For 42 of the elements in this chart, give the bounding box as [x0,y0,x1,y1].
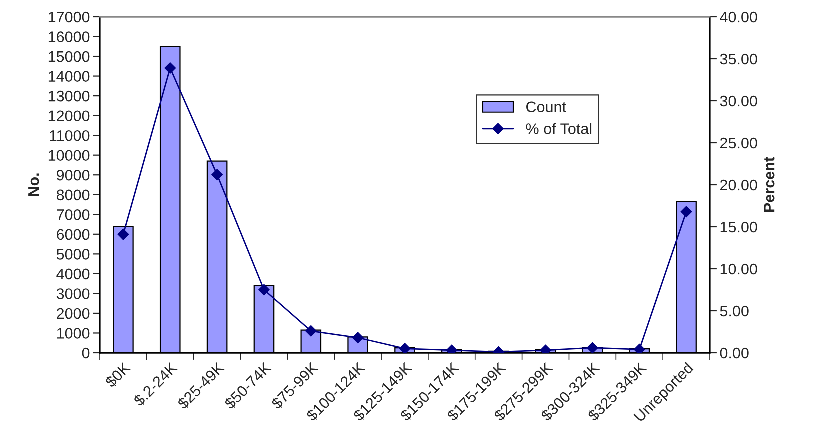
legend-label: % of Total [526,123,592,134]
y-tick-label: 9000 [57,170,90,181]
y2-tick-label: 15.00 [720,222,758,233]
y2-tick-label: 5.00 [720,306,749,317]
y2-tick-label: 30.00 [720,96,758,107]
legend-label: Count [526,102,566,113]
y-tick-label: 3000 [56,288,90,300]
y-axis-title: No. [28,174,40,196]
y-tick-label: 13000 [48,90,90,102]
y-tick-label: 16000 [48,32,90,42]
point [164,62,176,74]
y-tick-label: 0 [82,348,90,359]
y2-tick-label: 0.00 [720,348,749,359]
y-tick-label: 6000 [57,229,90,240]
y2-tick-label: 20.00 [720,180,758,191]
point [634,344,646,353]
y-tick-label: 5000 [56,249,90,260]
y-tick-label: 8000 [56,190,90,201]
y2-axis-title: Percent [764,157,775,212]
y-tick-label: 2000 [57,308,90,320]
y-tick-label: 10000 [48,150,90,162]
y-tick-label: 4000 [56,268,90,280]
y-tick-label: 7000 [57,210,90,220]
y-tick-label: 15000 [48,51,90,62]
y-tick-label: 1000 [57,328,90,339]
point [306,326,317,337]
point [680,206,692,218]
point [118,228,130,240]
y2-tick-label: 10.00 [720,264,758,275]
y-tick-label: 12000 [48,110,90,122]
y2-tick-label: 35.00 [720,54,758,65]
y2-tick-label: 25.00 [720,138,758,149]
point [352,332,364,344]
point [258,284,270,296]
y-tick-label: 17000 [48,12,90,23]
y-tick-label: 11000 [50,130,90,142]
y-tick-label: 14000 [48,71,90,82]
point [212,169,223,181]
y2-tick-label: 40.00 [720,12,758,23]
point [399,343,411,353]
x-tick-label: $0K [104,361,132,390]
point [587,342,598,353]
